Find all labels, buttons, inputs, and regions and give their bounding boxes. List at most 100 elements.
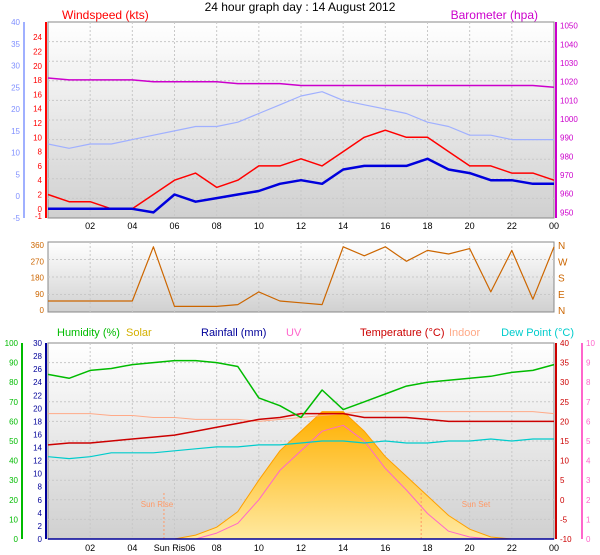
compass-label: W (558, 257, 568, 268)
uv-tick: 3 (586, 476, 591, 485)
temperature-tick: 35 (560, 359, 569, 368)
rainfall-tick: 14 (33, 444, 42, 453)
uv-tick: 1 (586, 515, 591, 524)
legend-rainfall: Rainfall (mm) (201, 327, 266, 339)
temperature-tick: -5 (560, 515, 568, 524)
barometer-tick: 1010 (560, 96, 578, 105)
windspeed-tick: 2 (38, 191, 43, 200)
barometer-tick: 1020 (560, 78, 578, 87)
windspeed-axis-label: Windspeed (kts) (62, 8, 149, 22)
humidity-tick: 40 (9, 457, 18, 466)
x-tick-label: 00 (549, 221, 559, 231)
temperature-tick: 10 (560, 457, 569, 466)
windspeed-tick: 20 (33, 62, 42, 71)
legend-temperature: Temperature (°C) (360, 327, 444, 339)
x-tick-label: 20 (465, 221, 475, 231)
windspeed-tick: 6 (38, 162, 43, 171)
windspeed-tick: 8 (38, 148, 43, 157)
windspeed-tick: 4 (38, 176, 43, 185)
temperature-tick: 20 (560, 417, 569, 426)
x-tick-label: 22 (507, 221, 517, 231)
legend-solar: Solar (126, 327, 152, 339)
humidity-tick: 50 (9, 437, 18, 446)
uv-tick: 2 (586, 496, 591, 505)
barometer-tick: 1000 (560, 115, 578, 124)
humidity-tick: 70 (9, 398, 18, 407)
humidity-line (47, 359, 555, 419)
x-tick-label: 12 (296, 543, 306, 553)
x-tick-label: 04 (127, 221, 137, 231)
direction-tick: 360 (31, 241, 45, 250)
barometer-line (47, 77, 555, 89)
windspeed-tick: 12 (33, 119, 42, 128)
direction-tick: 180 (31, 274, 45, 283)
windspeed-tick: -1 (35, 212, 43, 221)
rainfall-tick: 4 (38, 509, 43, 518)
x-tick-label: 08 (212, 221, 222, 231)
x-tick-label: 14 (338, 221, 348, 231)
gust-tick: 5 (16, 170, 21, 179)
temperature-line (47, 412, 554, 446)
temperature-tick: 0 (560, 496, 565, 505)
barometer-tick: 970 (560, 171, 574, 180)
humidity-tick: 60 (9, 417, 18, 426)
barometer-tick: 1050 (560, 22, 578, 31)
gust-tick: 40 (11, 18, 20, 27)
rainfall-tick: 2 (38, 522, 43, 531)
compass-label: N (558, 306, 565, 317)
x-tick-label: 02 (85, 543, 95, 553)
gust-tick: 10 (11, 149, 20, 158)
x-tick-label: 10 (254, 543, 264, 553)
rainfall-tick: 0 (38, 535, 43, 544)
windspeed-tick: 16 (33, 90, 42, 99)
graph-title: 24 hour graph day : 14 August 2012 (205, 0, 396, 14)
windspeed-tick: 10 (33, 133, 42, 142)
barometer-axis-label: Barometer (hpa) (451, 8, 538, 22)
gust-tick: 25 (11, 83, 20, 92)
rainfall-tick: 30 (33, 339, 42, 348)
barometer-tick: 980 (560, 152, 574, 161)
rainfall-tick: 12 (33, 457, 42, 466)
legend-humidity: Humidity (%) (57, 327, 120, 339)
humidity-tick: 0 (14, 535, 19, 544)
temperature-tick: 25 (560, 398, 569, 407)
dew-point-line (47, 438, 554, 460)
legend-dewpoint: Dew Point (°C) (501, 327, 574, 339)
direction-tick: 270 (31, 257, 45, 266)
windspeed-tick: 0 (38, 205, 43, 214)
compass-label: N (558, 241, 565, 252)
sunset-label: Sun Set (462, 500, 491, 509)
rainfall-tick: 6 (38, 496, 43, 505)
x-tick-label: 12 (296, 221, 306, 231)
x-tick-label: 02 (85, 221, 95, 231)
barometer-tick: 950 (560, 208, 574, 217)
windspeed-tick: 24 (33, 33, 42, 42)
uv-tick: 10 (586, 339, 595, 348)
gust-tick: -5 (13, 214, 21, 223)
rainfall-tick: 10 (33, 470, 42, 479)
direction-tick: 90 (35, 290, 44, 299)
x-tick-label: 16 (380, 221, 390, 231)
rainfall-tick: 24 (33, 378, 42, 387)
sunrise-label: Sun Rise (141, 500, 174, 509)
x-tick-label: 04 (127, 543, 137, 553)
rainfall-tick: 8 (38, 483, 43, 492)
x-tick-label: 10 (254, 221, 264, 231)
temperature-tick: 5 (560, 476, 565, 485)
legend-uv: UV (286, 327, 302, 339)
uv-tick: 4 (586, 457, 591, 466)
uv-tick: 6 (586, 417, 591, 426)
gust-tick: 15 (11, 127, 20, 136)
humidity-tick: 10 (9, 515, 18, 524)
uv-tick: 5 (586, 437, 591, 446)
x-tick-label: 18 (422, 221, 432, 231)
x-tick-label: 18 (422, 543, 432, 553)
humidity-tick: 90 (9, 359, 18, 368)
humidity-tick: 100 (5, 339, 19, 348)
rainfall-tick: 26 (33, 365, 42, 374)
barometer-tick: 990 (560, 134, 574, 143)
temperature-tick: 30 (560, 378, 569, 387)
gust-line (47, 91, 554, 149)
uv-tick: 7 (586, 398, 591, 407)
direction-tick: 0 (40, 306, 45, 315)
